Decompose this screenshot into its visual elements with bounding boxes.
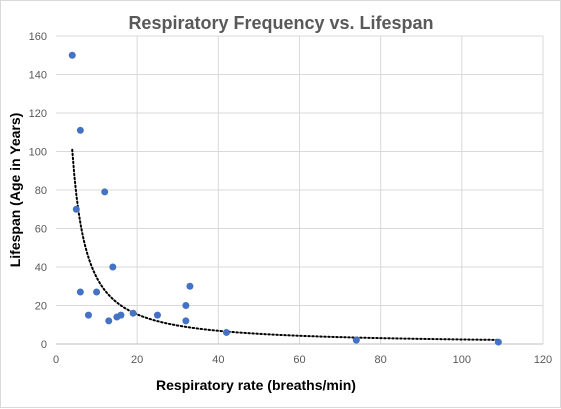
y-tick-label: 40 xyxy=(35,262,47,274)
y-tick-label: 20 xyxy=(35,301,47,313)
tick-labels: 0 20 40 60 80 100 120 140 160 0 20 40 60 80 100 120 xyxy=(29,31,553,366)
data-point xyxy=(129,309,137,317)
y-axis-title: Lifespan (Age in Years) xyxy=(7,113,23,268)
x-axis-title: Respiratory rate (breaths/min) xyxy=(156,377,356,393)
data-point xyxy=(352,336,360,344)
data-points xyxy=(68,51,502,346)
trendline xyxy=(71,148,500,341)
x-tick-label: 80 xyxy=(375,354,387,366)
data-point xyxy=(72,205,80,213)
data-point xyxy=(109,263,117,271)
y-tick-label: 160 xyxy=(29,31,47,43)
y-tick-label: 0 xyxy=(41,339,47,351)
x-tick-label: 60 xyxy=(293,354,305,366)
data-point xyxy=(76,126,84,134)
data-point xyxy=(68,51,76,59)
data-point xyxy=(182,302,190,309)
data-point xyxy=(153,311,161,319)
data-point xyxy=(182,317,190,325)
data-point xyxy=(84,311,92,319)
data-point xyxy=(494,338,502,346)
y-tick-label: 100 xyxy=(29,147,47,159)
data-point xyxy=(117,311,125,319)
x-tick-label: 0 xyxy=(53,354,59,366)
data-point xyxy=(93,288,101,296)
power-trendline xyxy=(71,148,500,341)
x-tick-label: 100 xyxy=(453,354,471,366)
x-tick-label: 120 xyxy=(534,354,552,366)
data-point xyxy=(222,328,230,336)
data-point xyxy=(76,288,84,296)
data-point xyxy=(101,188,109,196)
data-point xyxy=(105,317,113,325)
y-tick-label: 80 xyxy=(35,185,47,197)
y-tick-label: 140 xyxy=(29,70,47,82)
x-tick-label: 40 xyxy=(212,354,224,366)
y-tick-label: 60 xyxy=(35,224,47,236)
gridlines xyxy=(56,35,544,345)
chart-title: Respiratory Frequency vs. Lifespan xyxy=(128,13,433,33)
data-point xyxy=(186,282,194,290)
x-tick-label: 20 xyxy=(131,354,143,366)
y-tick-label: 120 xyxy=(29,108,47,120)
